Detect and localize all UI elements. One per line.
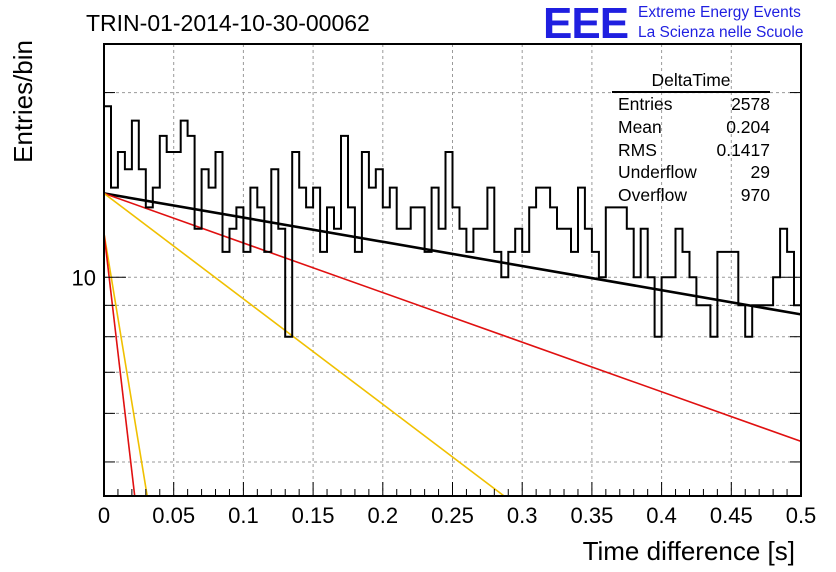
stats-label: Underflow bbox=[618, 162, 697, 183]
stats-value: 0.1417 bbox=[716, 139, 770, 160]
tick-labels: 0 0.05 0.1 0.15 0.2 0.25 0.3 0.35 0.4 0.45 0.5 10 bbox=[72, 265, 817, 528]
stats-value: 970 bbox=[740, 185, 770, 206]
x-tick-label: 0.35 bbox=[570, 503, 613, 528]
stats-label: Mean bbox=[618, 116, 662, 137]
stats-row-overflow: Overflow 970 bbox=[612, 184, 776, 207]
x-tick-label: 0 bbox=[98, 503, 110, 528]
x-tick-label: 0.4 bbox=[646, 503, 677, 528]
x-tick-label: 0.1 bbox=[228, 503, 259, 528]
stats-value: 2578 bbox=[731, 94, 770, 114]
y-axis-label: Entries/bin bbox=[8, 40, 38, 163]
x-tick-label: 0.2 bbox=[368, 503, 399, 528]
chart-title: TRIN-01-2014-10-30-00062 bbox=[86, 10, 370, 36]
stats-value: 0.204 bbox=[726, 116, 770, 137]
logo-line-1: Extreme Energy Events bbox=[638, 4, 801, 21]
fit-line-3 bbox=[104, 192, 505, 496]
fit-line-4 bbox=[104, 233, 148, 496]
stats-row-underflow: Underflow 29 bbox=[612, 161, 776, 184]
fit-line-1 bbox=[104, 192, 801, 316]
x-tick-label: 0.5 bbox=[786, 503, 817, 528]
stats-value: 29 bbox=[750, 162, 770, 183]
stats-label: RMS bbox=[618, 139, 657, 160]
x-tick-label: 0.05 bbox=[152, 503, 195, 528]
y-tick-label: 10 bbox=[72, 265, 96, 290]
x-tick-label: 0.45 bbox=[710, 503, 753, 528]
stats-row-entries: Entries 2578 bbox=[612, 93, 776, 116]
histogram-steps bbox=[104, 105, 801, 338]
x-tick-label: 0.15 bbox=[292, 503, 335, 528]
x-axis-label: Time difference [s] bbox=[583, 536, 795, 566]
stats-row-mean: Mean 0.204 bbox=[612, 116, 776, 139]
plot-content bbox=[104, 105, 801, 496]
x-tick-label: 0.3 bbox=[507, 503, 538, 528]
stats-label: Overflow bbox=[618, 185, 688, 206]
grid-lines bbox=[104, 44, 801, 496]
stats-row-rms: RMS 0.1417 bbox=[612, 139, 776, 162]
stats-name: DeltaTime bbox=[612, 70, 770, 93]
fit-line-2 bbox=[104, 192, 801, 443]
logo-line-2: La Scienza nelle Scuole bbox=[638, 24, 804, 41]
stats-box: DeltaTime Entries 2578 Mean 0.204 RMS 0.1417 U… bbox=[612, 70, 776, 207]
x-tick-label: 0.25 bbox=[431, 503, 474, 528]
fit-line-5 bbox=[104, 233, 136, 496]
stats-label: Entries bbox=[618, 94, 673, 114]
axis-ticks bbox=[103, 92, 802, 496]
logo-mark: EEE bbox=[543, 0, 629, 48]
